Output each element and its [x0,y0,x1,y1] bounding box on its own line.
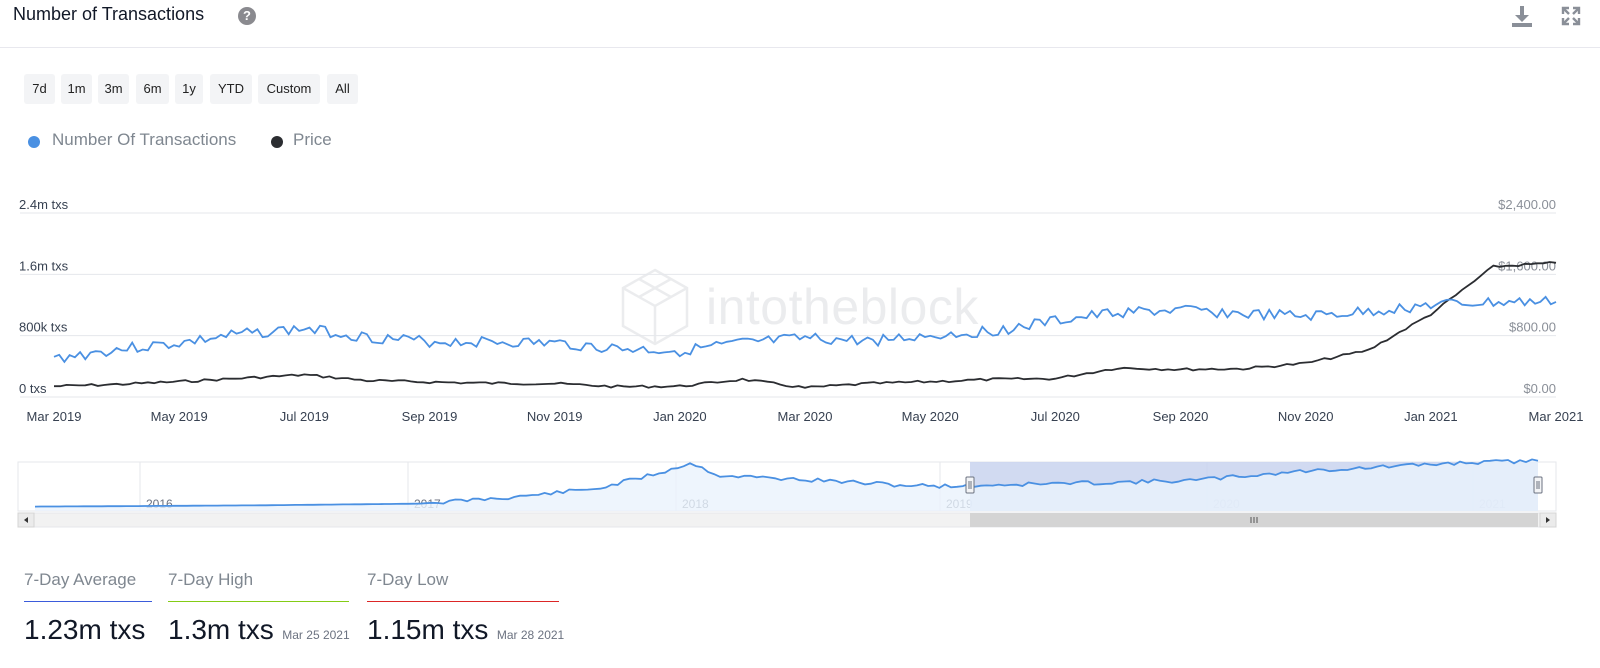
legend-dot-icon [271,136,283,148]
chart-header: Number of Transactions ? [0,0,1600,48]
navigator-series-line [34,458,1539,508]
stat-value: 1.3m txs [168,614,274,645]
stat-value-row: 1.3m txs Mar 25 2021 [168,614,350,646]
chevron-right-icon [1546,517,1550,523]
range-navigator[interactable]: 201620172018201920202021 [0,455,1600,535]
x-tick-label: Mar 2020 [778,409,833,424]
legend-dot-icon [28,136,40,148]
x-tick-label: Sep 2019 [402,409,458,424]
price-series-line [54,261,1557,389]
x-tick-label: Sep 2020 [1153,409,1209,424]
chevron-left-icon [24,517,28,523]
stat-value-row: 1.23m txs [24,614,152,646]
x-tick-label: May 2020 [902,409,959,424]
x-tick-label: May 2019 [151,409,208,424]
y-right-tick-label: $2,400.00 [1498,197,1556,212]
legend-label-transactions: Number Of Transactions [52,130,237,149]
navigator-left-handle[interactable] [965,476,975,494]
range-button-7d[interactable]: 7d [24,74,55,104]
range-button-ytd[interactable]: YTD [210,74,252,104]
range-button-1m[interactable]: 1m [61,74,92,104]
x-tick-label: Nov 2020 [1278,409,1334,424]
stat-average: 7-Day Average 1.23m txs [24,570,152,646]
legend-label-price: Price [293,130,332,149]
range-button-3m[interactable]: 3m [98,74,129,104]
x-tick-label: Jul 2020 [1031,409,1080,424]
range-button-custom[interactable]: Custom [258,74,320,104]
handle-body [1533,476,1543,494]
y-left-tick-label: 1.6m txs [19,258,69,273]
x-tick-label: Jan 2020 [653,409,707,424]
x-tick-label: Mar 2021 [1529,409,1584,424]
stat-label: 7-Day Average [24,570,137,589]
x-tick-label: Jan 2021 [1404,409,1458,424]
y-left-tick-label: 0 txs [19,381,47,396]
range-button-6m[interactable]: 6m [136,74,169,104]
stat-underline [168,601,349,602]
question-circle-icon[interactable]: ? [238,7,256,25]
expand-arrows-icon[interactable] [1559,4,1583,28]
stat-date: Mar 28 2021 [496,628,565,642]
watermark: intotheblock [620,268,978,351]
page-title: Number of Transactions [13,4,205,24]
stat-underline [24,601,152,602]
stat-value-row: 1.15m txs Mar 28 2021 [367,614,564,646]
navigator-area [35,459,1538,511]
main-line-chart[interactable]: 0 txs $0.00 800k txs $800.00 1.6m txs $1,600.… [0,190,1600,445]
stat-underline [367,601,559,602]
stat-label: 7-Day High [168,570,254,589]
handle-body [965,476,975,494]
navigator-right-handle[interactable] [1533,476,1543,494]
x-tick-label: Nov 2019 [527,409,583,424]
x-tick-label: Mar 2019 [27,409,82,424]
stat-high: 7-Day High 1.3m txs Mar 25 2021 [168,570,350,646]
stat-low: 7-Day Low 1.15m txs Mar 28 2021 [367,570,564,646]
stat-value: 1.15m txs [367,614,489,645]
range-button-1y[interactable]: 1y [175,74,203,104]
transactions-series-line [53,295,1557,364]
download-icon[interactable] [1510,4,1534,28]
stat-value: 1.23m txs [24,614,146,645]
intotheblock-logo-icon [621,268,689,346]
stat-date: Mar 25 2021 [282,628,350,642]
x-tick-label: Jul 2019 [280,409,329,424]
y-left-tick-label: 800k txs [19,320,68,335]
stat-label: 7-Day Low [367,570,449,589]
watermark-text: intotheblock [706,279,979,335]
y-right-tick-label: $0.00 [1523,381,1556,396]
y-right-tick-label: $800.00 [1509,320,1556,335]
range-button-all[interactable]: All [327,74,358,104]
y-right-tick-label: $1,600.00 [1498,258,1556,273]
y-left-tick-label: 2.4m txs [19,197,69,212]
